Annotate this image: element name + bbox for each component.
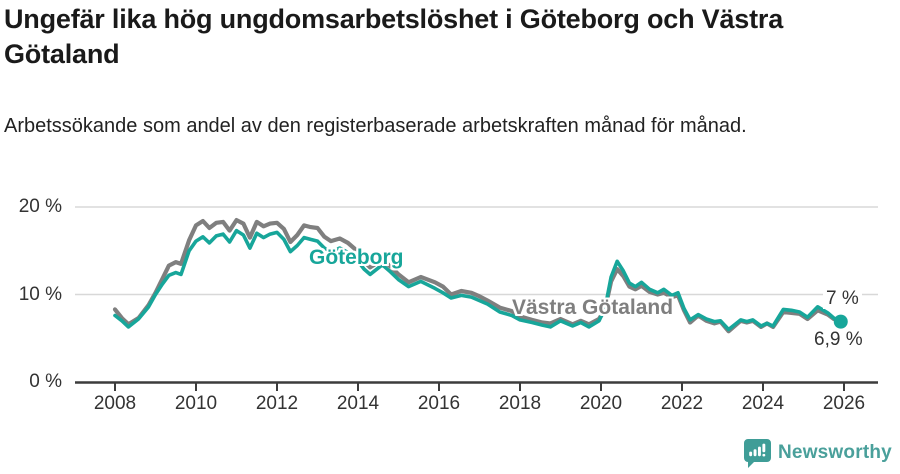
x-axis-tick-label: 2020 [579, 393, 623, 414]
vastra-gotaland-line-label: Västra Götaland [512, 296, 674, 319]
logo-bar-icon [758, 446, 761, 456]
newsworthy-logo[interactable]: Newsworthy [744, 438, 892, 468]
x-axis-tick-label: 2014 [336, 393, 380, 414]
end-value-label-vastra-gotaland: 7 % [823, 289, 862, 309]
logo-exclamation-icon [762, 443, 766, 452]
x-axis-tick-label: 2026 [822, 393, 866, 414]
end-value-label-goteborg: 6,9 % [811, 330, 866, 350]
x-axis-tick-label: 2012 [255, 393, 299, 414]
x-axis-tick-label: 2008 [93, 393, 137, 414]
x-axis-tick-label: 2022 [660, 393, 704, 414]
x-axis-tick-label: 2016 [417, 393, 461, 414]
y-axis-tick-label-0: 0 % [29, 371, 62, 392]
series-end-dot [833, 314, 848, 329]
y-axis-tick-label-10: 10 % [18, 284, 62, 305]
y-axis-tick-label-20: 20 % [18, 196, 62, 217]
newsworthy-logo-icon [744, 438, 771, 468]
goteborg-line-label: Göteborg [309, 246, 404, 269]
page-title: Ungefär lika hög ungdomsarbetslöshet i G… [4, 4, 784, 69]
x-axis-tick-label: 2018 [498, 393, 542, 414]
newsworthy-brand-text: Newsworthy [778, 442, 892, 463]
page-subtitle: Arbetssökande som andel av den registerb… [4, 115, 747, 137]
x-axis-tick-label: 2010 [174, 393, 218, 414]
logo-bar-icon [749, 451, 753, 456]
series-line-goteborg [113, 228, 843, 332]
x-axis-tick-label: 2024 [741, 393, 785, 414]
logo-bar-icon [753, 448, 757, 456]
logo-exclamation-dot-icon [762, 453, 766, 456]
